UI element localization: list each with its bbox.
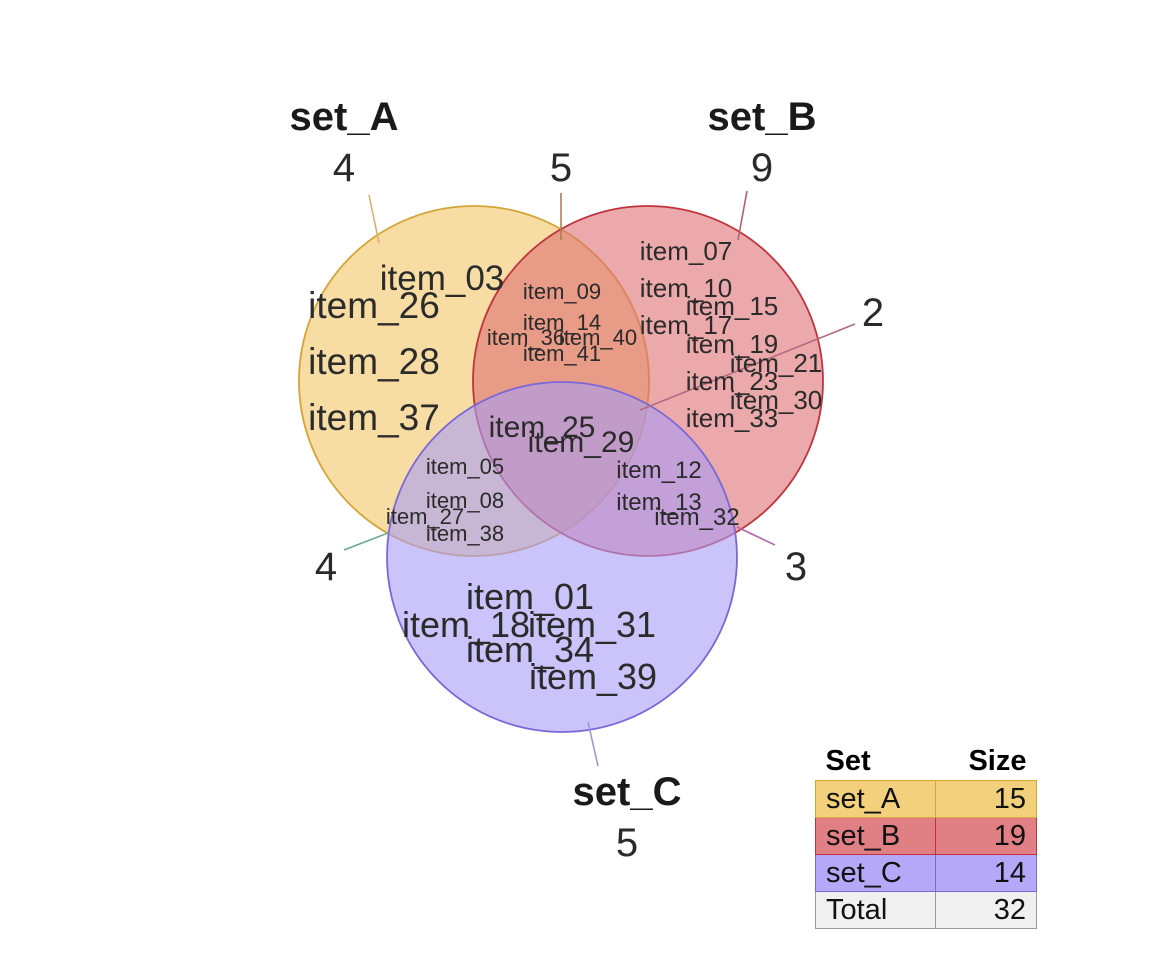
circle-set-c: [386, 381, 738, 733]
item-label: item_40: [559, 325, 637, 350]
leader-c-only: [587, 721, 599, 767]
item-label: item_32: [654, 504, 739, 531]
header-set: Set: [825, 745, 871, 777]
item-label: item_15: [686, 291, 779, 321]
row-set-size: 19: [935, 817, 1037, 855]
table-row: set_B 19: [815, 817, 1037, 855]
row-set-size: 15: [935, 780, 1037, 818]
item-label: item_14: [523, 310, 601, 335]
item-label: item_33: [686, 403, 779, 433]
count-a-only: 4: [333, 146, 355, 190]
leader-a-and-c: [343, 532, 389, 551]
set-b-title: set_B: [708, 95, 817, 139]
set-c-title: set_C: [573, 770, 682, 814]
leader-a-b-c: [639, 323, 856, 411]
item-label: item_29: [528, 426, 635, 459]
item-label: item_23: [686, 366, 779, 396]
total-size: 32: [935, 891, 1037, 929]
set-circles: [298, 205, 824, 733]
count-leader-lines: [343, 190, 856, 767]
item-label: item_13: [616, 489, 701, 516]
count-c-only: 5: [616, 821, 638, 865]
header-size: Size: [968, 745, 1027, 777]
item-label: item_12: [616, 457, 701, 484]
item-label: item_25: [489, 411, 596, 444]
row-set-name: set_A: [815, 780, 936, 818]
item-label: item_21: [730, 348, 823, 378]
row-set-name: set_C: [815, 854, 936, 892]
set-size-table: Set Size set_A 15 set_B 19 set_C 14 Tota…: [815, 740, 1037, 929]
item-label: item_36: [487, 325, 565, 350]
count-b-only: 9: [751, 146, 773, 190]
count-a-b-c: 2: [862, 291, 884, 335]
count-a-and-b: 5: [550, 146, 572, 190]
item-label: item_28: [308, 341, 440, 382]
table-total-row: Total 32: [815, 891, 1037, 929]
item-label: item_17: [640, 310, 733, 340]
total-label: Total: [815, 891, 936, 929]
item-label: item_38: [426, 521, 504, 546]
item-label: item_19: [686, 329, 779, 359]
item-label: item_09: [523, 279, 601, 304]
item-label: item_01: [466, 576, 594, 617]
item-label: item_18: [402, 604, 530, 645]
item-label: item_03: [380, 259, 505, 298]
item-label: item_08: [426, 488, 504, 513]
leader-b-only: [737, 190, 748, 241]
leader-a-only: [368, 194, 380, 244]
count-a-and-c: 4: [315, 545, 337, 589]
table-row: set_C 14: [815, 854, 1037, 892]
set-a-title: set_A: [290, 95, 399, 139]
item-label: item_27: [386, 504, 464, 529]
row-set-size: 14: [935, 854, 1037, 892]
table-header-row: Set Size: [816, 740, 1037, 781]
item-label: item_30: [730, 385, 823, 415]
item-label: item_07: [640, 236, 733, 266]
count-b-and-c: 3: [785, 545, 807, 589]
item-label: item_05: [426, 454, 504, 479]
item-label: item_39: [529, 656, 657, 697]
row-set-name: set_B: [815, 817, 936, 855]
item-label: item_26: [308, 285, 440, 326]
item-label: item_34: [466, 629, 594, 670]
item-label: item_41: [523, 341, 601, 366]
item-label: item_37: [308, 397, 440, 438]
leader-b-and-c: [736, 526, 776, 546]
item-label: item_31: [528, 604, 656, 645]
table-row: set_A 15: [815, 780, 1037, 818]
item-label: item_10: [640, 273, 733, 303]
